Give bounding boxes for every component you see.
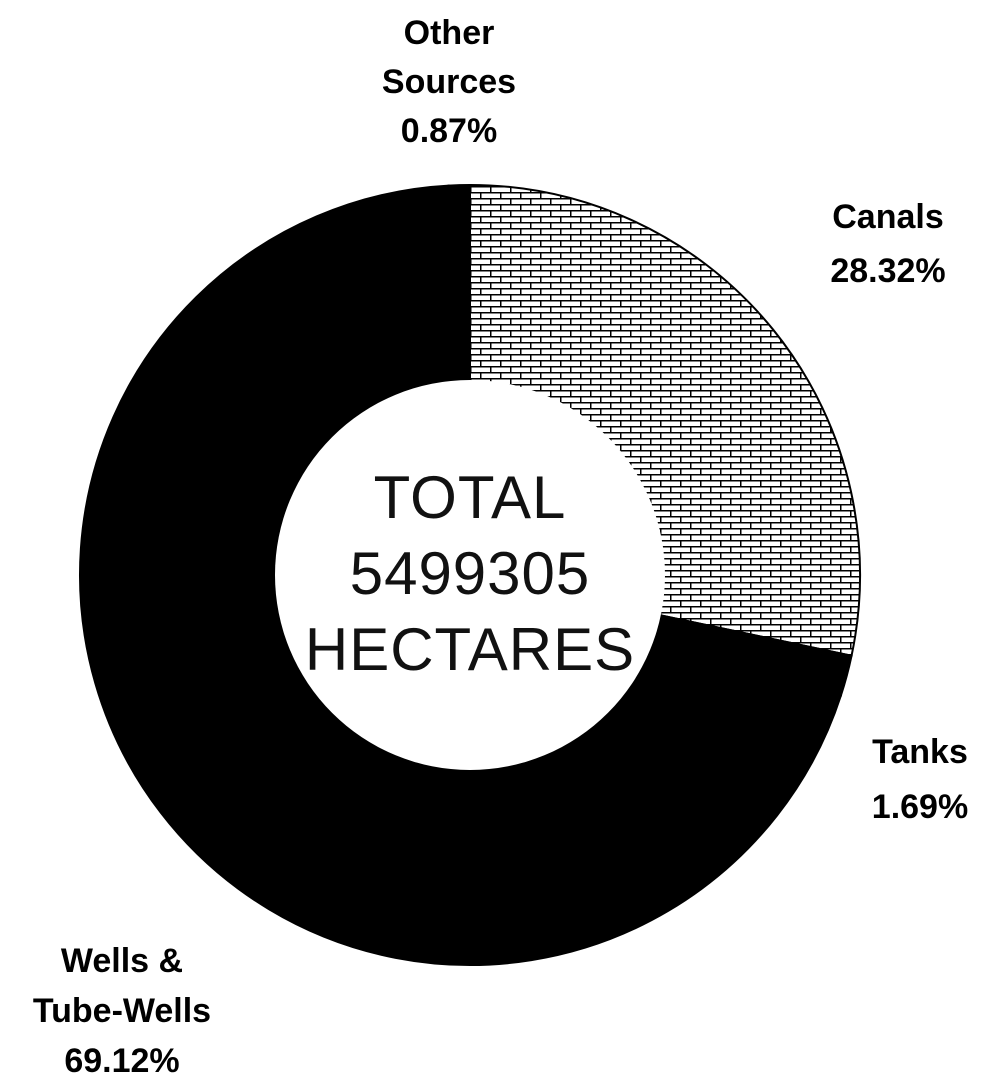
label-wells-value: 69.12%: [64, 1042, 179, 1080]
center-line-unit: HECTARES: [305, 616, 635, 683]
label-tanks-name: Tanks: [872, 733, 968, 771]
label-wells-line2: Tube-Wells: [33, 992, 211, 1030]
center-line-total: TOTAL: [374, 464, 567, 531]
label-other-sources-line1: Other: [404, 14, 495, 52]
label-canals: Canals 28.32%: [830, 198, 945, 290]
label-canals-value: 28.32%: [830, 252, 945, 290]
label-tanks: Tanks 1.69%: [872, 733, 968, 826]
label-tanks-value: 1.69%: [872, 788, 968, 826]
center-line-value: 5499305: [350, 540, 591, 607]
label-other-sources-value: 0.87%: [401, 112, 497, 150]
label-other-sources-line2: Sources: [382, 63, 516, 101]
label-canals-name: Canals: [832, 198, 944, 236]
label-wells: Wells & Tube-Wells 69.12%: [33, 942, 211, 1080]
donut-hole: [275, 380, 665, 770]
label-other-sources: Other Sources 0.87%: [382, 14, 516, 150]
center-label: TOTAL 5499305 HECTARES: [305, 464, 635, 683]
label-wells-line1: Wells &: [61, 942, 183, 980]
